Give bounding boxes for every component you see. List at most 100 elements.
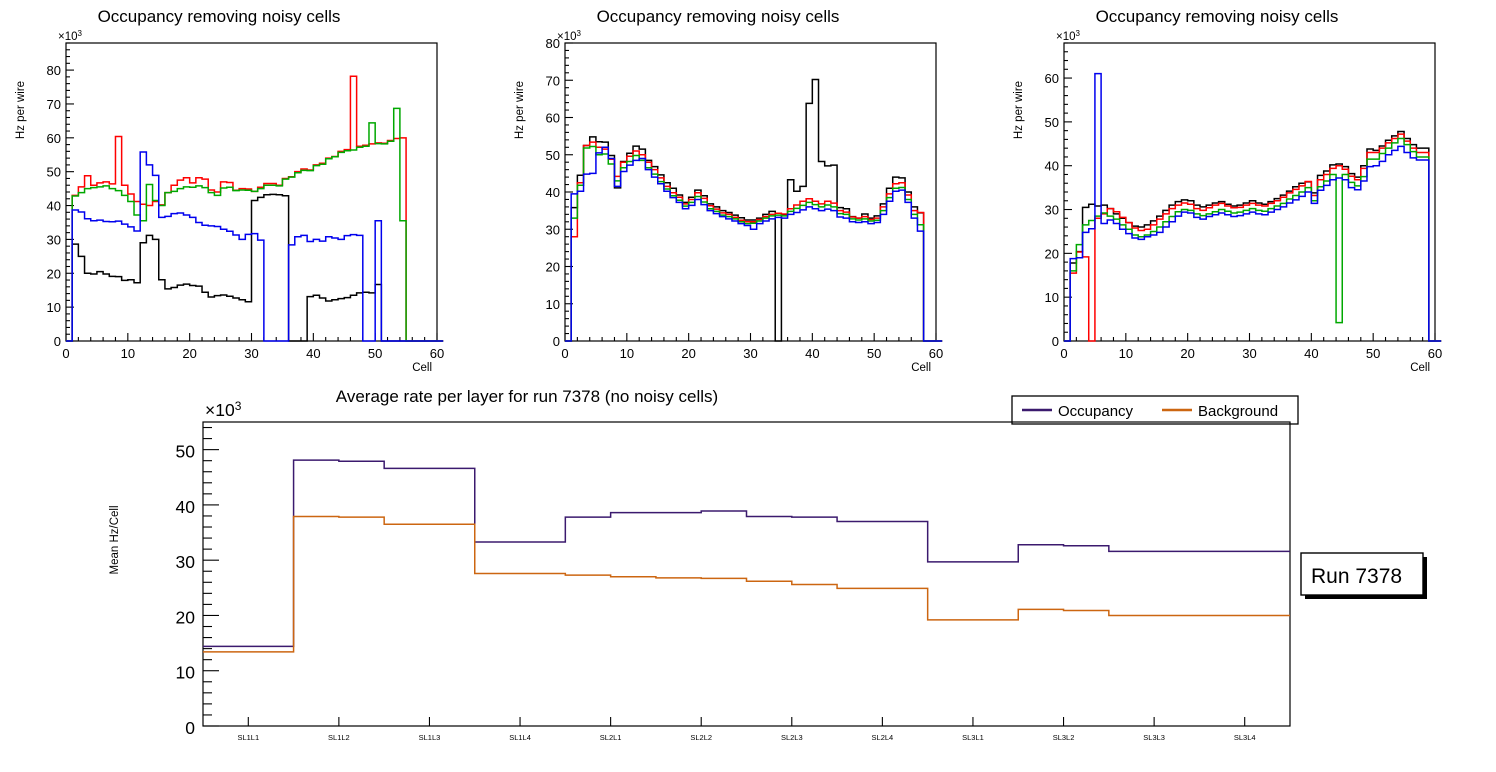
y-tick-label: 70 xyxy=(47,97,61,112)
bottom-y-tick-label: 50 xyxy=(176,442,196,462)
panel-3-title: Occupancy removing noisy cells xyxy=(1096,7,1339,26)
panel-3-scale-label: ×103 xyxy=(1056,29,1081,43)
legend: Occupancy Background xyxy=(1011,395,1299,425)
y-tick-label: 40 xyxy=(1045,159,1059,174)
panel-3-svg: Occupancy removing noisy cells Hz per wi… xyxy=(1013,7,1442,374)
panel-1-y-axis-label: Hz per wire xyxy=(15,81,27,139)
x-tick-label: 40 xyxy=(306,346,320,361)
y-tick-label: 0 xyxy=(54,334,61,349)
legend-label-background: Background xyxy=(1198,403,1278,420)
x-tick-label: 30 xyxy=(1242,346,1256,361)
bottom-y-tick-label: 20 xyxy=(176,607,196,627)
x-tick-label: 40 xyxy=(1304,346,1318,361)
bottom-category-label: SL2L2 xyxy=(690,733,712,742)
bottom-category-label: SL1L4 xyxy=(509,733,531,742)
y-tick-label: 60 xyxy=(1045,71,1059,86)
x-tick-label: 40 xyxy=(805,346,819,361)
y-tick-label: 10 xyxy=(1045,290,1059,305)
histogram-series-layer2 xyxy=(565,141,943,342)
bottom-category-label: SL2L4 xyxy=(872,733,894,742)
x-tick-label: 20 xyxy=(182,346,196,361)
panel-3-y-axis-label: Hz per wire xyxy=(1013,81,1025,139)
x-tick-label: 10 xyxy=(121,346,135,361)
histogram-series-layer4 xyxy=(565,146,943,342)
panel-1-svg: Occupancy removing noisy cells Hz per wi… xyxy=(15,7,444,374)
histogram-series-layer2 xyxy=(66,75,444,342)
y-tick-label: 50 xyxy=(1045,115,1059,130)
y-tick-label: 10 xyxy=(47,300,61,315)
x-tick-label: 0 xyxy=(561,346,568,361)
y-tick-label: 30 xyxy=(546,222,560,237)
x-tick-label: 10 xyxy=(620,346,634,361)
bottom-y-axis-label: Mean Hz/Cell xyxy=(109,505,121,574)
panel-2-scale-label: ×103 xyxy=(557,29,582,43)
histogram-series-layer4 xyxy=(66,151,444,342)
histogram-series-layer2 xyxy=(1064,133,1442,342)
bottom-category-label: SL1L2 xyxy=(328,733,350,742)
y-tick-label: 70 xyxy=(546,73,560,88)
panel-bottom-svg: Average rate per layer for run 7378 (no … xyxy=(109,387,1427,742)
x-tick-label: 50 xyxy=(368,346,382,361)
histogram-series-layer4 xyxy=(1064,72,1442,342)
panel-2-y-axis-label: Hz per wire xyxy=(514,81,526,139)
y-tick-label: 60 xyxy=(546,111,560,126)
y-tick-label: 40 xyxy=(546,185,560,200)
x-tick-label: 50 xyxy=(867,346,881,361)
histogram-series-layer1 xyxy=(1064,130,1442,342)
histogram-series-layer3 xyxy=(1064,137,1442,342)
x-tick-label: 50 xyxy=(1366,346,1380,361)
bottom-series-Background xyxy=(203,515,1290,653)
y-tick-label: 80 xyxy=(546,36,560,51)
bottom-category-label: SL3L4 xyxy=(1234,733,1256,742)
y-tick-label: 0 xyxy=(1052,334,1059,349)
panel-1-title: Occupancy removing noisy cells xyxy=(98,7,341,26)
x-tick-label: 10 xyxy=(1119,346,1133,361)
legend-box xyxy=(1011,395,1299,425)
x-tick-label: 20 xyxy=(681,346,695,361)
y-tick-label: 10 xyxy=(546,297,560,312)
panel-2-x-axis-label: Cell xyxy=(911,362,931,374)
bottom-y-tick-label: 10 xyxy=(176,663,196,683)
y-tick-label: 60 xyxy=(47,131,61,146)
bottom-series-Occupancy xyxy=(203,459,1290,648)
histogram-series-layer1 xyxy=(66,193,444,342)
bottom-y-tick-label: 30 xyxy=(176,552,196,572)
bottom-category-label: SL1L3 xyxy=(419,733,441,742)
bottom-category-label: SL2L1 xyxy=(600,733,622,742)
panel-3-x-axis-label: Cell xyxy=(1410,362,1430,374)
chart-panel-occupancy-1: Occupancy removing noisy cells Hz per wi… xyxy=(0,0,498,380)
y-tick-label: 80 xyxy=(47,63,61,78)
panel-2-svg: Occupancy removing noisy cells Hz per wi… xyxy=(514,7,943,374)
y-tick-label: 20 xyxy=(1045,246,1059,261)
chart-panel-occupancy-2: Occupancy removing noisy cells Hz per wi… xyxy=(499,0,997,380)
bottom-y-tick-label: 0 xyxy=(185,718,195,738)
bottom-y-tick-label: 40 xyxy=(176,497,196,517)
x-tick-label: 60 xyxy=(1428,346,1442,361)
x-tick-label: 30 xyxy=(743,346,757,361)
legend-label-occupancy: Occupancy xyxy=(1058,403,1134,420)
panel-2-title: Occupancy removing noisy cells xyxy=(597,7,840,26)
y-tick-label: 50 xyxy=(546,148,560,163)
bottom-category-label: SL1L1 xyxy=(237,733,259,742)
bottom-category-label: SL3L2 xyxy=(1053,733,1075,742)
x-tick-label: 60 xyxy=(430,346,444,361)
panel-1-plot-area: 0 10 20 30 40 50 60 70 80 0 10 20 30 40 50 60 xyxy=(47,42,444,361)
x-tick-label: 0 xyxy=(1060,346,1067,361)
y-tick-label: 30 xyxy=(47,232,61,247)
chart-panel-average-rate: Average rate per layer for run 7378 (no … xyxy=(0,380,1496,772)
histogram-series-layer3 xyxy=(66,107,444,342)
run-label-box xyxy=(1300,552,1424,596)
y-tick-label: 50 xyxy=(47,165,61,180)
bottom-category-label: SL3L3 xyxy=(1143,733,1165,742)
panel-1-scale-label: ×103 xyxy=(58,29,83,43)
bottom-scale-label: ×103 xyxy=(205,399,242,420)
y-tick-label: 20 xyxy=(47,266,61,281)
run-label: Run 7378 xyxy=(1300,552,1427,599)
y-tick-label: 30 xyxy=(1045,203,1059,218)
bottom-title: Average rate per layer for run 7378 (no … xyxy=(336,387,718,406)
panel-1-x-axis-label: Cell xyxy=(412,362,432,374)
x-tick-label: 30 xyxy=(244,346,258,361)
bottom-category-label: SL3L1 xyxy=(962,733,984,742)
bottom-plot-area: 0 10 20 30 40 50 SL1L1 SL1L2 SL1L3 SL1L4 SL2L1 SL2L… xyxy=(176,421,1291,742)
x-tick-label: 0 xyxy=(62,346,69,361)
